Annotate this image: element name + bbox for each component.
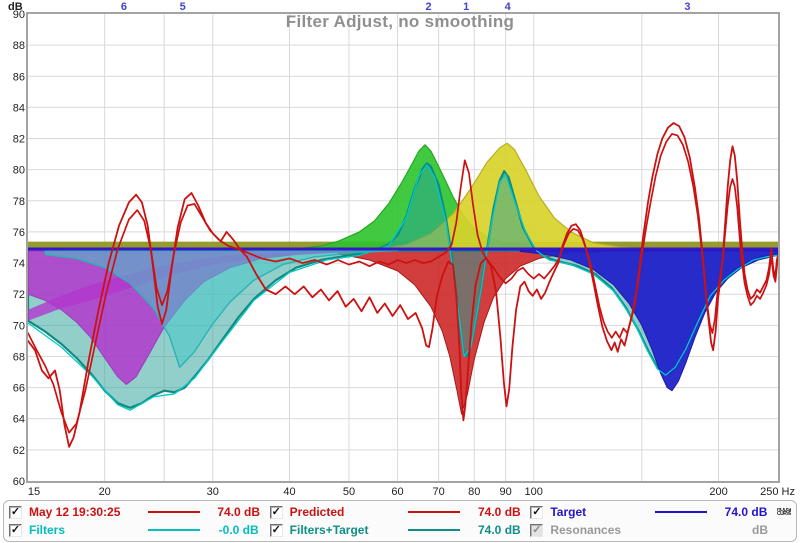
filters-label: Filters: [29, 523, 66, 537]
legend-predicted: ✓ Predicted 74.0 dB: [269, 505, 531, 519]
db-unit-label: dB: [752, 523, 769, 537]
filters-line-swatch: [147, 529, 200, 531]
measurement-line-swatch: [147, 511, 200, 513]
y-axis-unit-label: dB: [8, 1, 23, 13]
x-axis-tick-label: 250 Hz: [760, 486, 795, 498]
y-axis-tick-label: 84: [13, 102, 25, 114]
x-axis-tick-label: 70: [433, 486, 445, 498]
target-checkbox[interactable]: ✓: [530, 505, 544, 519]
y-axis-tick-label: 74: [13, 258, 25, 270]
predicted-line-swatch: [408, 511, 461, 513]
filters-target-line-swatch: [408, 529, 461, 531]
filters-level-value: -0.0 dB: [218, 523, 259, 537]
plot-border: [26, 12, 780, 483]
y-axis-tick-label: 86: [13, 71, 25, 83]
predicted-label: Predicted: [289, 505, 345, 519]
y-axis-tick-label: 80: [13, 165, 25, 177]
filters-target-label: Filters+Target: [289, 523, 369, 537]
legend-measurement: ✓ May 12 19:30:25 74.0 dB: [9, 505, 270, 519]
legend-panel: ✓ May 12 19:30:25 74.0 dB ✓ Predicted 74…: [3, 500, 797, 542]
x-axis-tick-label: 50: [343, 486, 355, 498]
legend-row-1: ✓ May 12 19:30:25 74.0 dB ✓ Predicted 74…: [9, 505, 791, 519]
target-line-swatch: [655, 511, 708, 513]
legend-filters-target: ✓ Filters+Target 74.0 dB: [269, 523, 531, 537]
resonances-swatch-empty: [669, 529, 721, 531]
legend-filters: ✓ Filters -0.0 dB: [9, 523, 270, 537]
x-axis-tick-label: 90: [500, 486, 512, 498]
predicted-level-value: 74.0 dB: [478, 505, 521, 519]
filter-adjust-chart: dB 90 88 86 84 82 80 78 76 74 72 70 68 66 64 62 60 15 20 30…: [0, 0, 800, 499]
y-axis-tick-label: 66: [13, 383, 25, 395]
resonances-checkbox[interactable]: ✓: [530, 523, 544, 537]
resonances-label: Resonances: [550, 523, 622, 537]
legend-target: ✓ Target 74.0 dB HOUSE CURVE: [530, 505, 791, 519]
filter-3-cut-fill: [519, 250, 779, 392]
legend-row-2: ✓ Filters -0.0 dB ✓ Filters+Target 74.0 …: [9, 523, 791, 537]
filter-2-marker[interactable]: 2: [425, 1, 431, 13]
x-axis-tick-label: 20: [99, 486, 111, 498]
filter-5-marker[interactable]: 5: [180, 1, 186, 13]
y-axis-tick-label: 60: [13, 476, 25, 488]
y-axis-tick-label: 70: [13, 320, 25, 332]
house-curve-badge: HOUSE CURVE: [777, 508, 792, 516]
x-axis-tick-label: 30: [207, 486, 219, 498]
measurement-label: May 12 19:30:25: [29, 505, 121, 519]
y-axis-tick-label: 88: [13, 40, 25, 52]
measurement-checkbox[interactable]: ✓: [9, 505, 22, 519]
x-axis-tick-label: 200: [709, 486, 727, 498]
filters-checkbox[interactable]: ✓: [9, 523, 22, 537]
measured-line: [27, 122, 779, 448]
y-axis-tick-label: 64: [13, 414, 25, 426]
filter-3-marker[interactable]: 3: [684, 1, 690, 13]
target-level-value: 74.0 dB: [724, 505, 768, 519]
y-axis-tick-label: 68: [13, 351, 25, 363]
x-axis-tick-label: 60: [391, 486, 403, 498]
y-axis-tick-label: 76: [13, 227, 25, 239]
measurement-level-value: 74.0 dB: [217, 505, 261, 519]
x-axis-tick-label: 100: [525, 486, 543, 498]
y-axis-tick-label: 82: [13, 134, 25, 146]
filters-target-level-value: 74.0 dB: [478, 523, 521, 537]
x-axis-tick-label: 40: [283, 486, 295, 498]
predicted-checkbox[interactable]: ✓: [269, 505, 283, 519]
filter-6-marker[interactable]: 6: [121, 1, 127, 13]
x-axis-tick-label: 80: [468, 486, 480, 498]
x-axis-tick-label: 15: [28, 486, 40, 498]
y-axis-tick-label: 78: [13, 196, 25, 208]
legend-resonances: ✓ Resonances dB: [530, 523, 791, 537]
filters-target-checkbox[interactable]: ✓: [269, 523, 283, 537]
target-label: Target: [550, 505, 587, 519]
chart-title: Filter Adjust, no smoothing: [285, 12, 515, 31]
y-axis-tick-label: 72: [13, 289, 25, 301]
y-axis-tick-label: 62: [13, 445, 25, 457]
filter-5-cut-fill: [44, 249, 399, 369]
filter-4-marker[interactable]: 4: [505, 1, 512, 13]
filter-1-marker[interactable]: 1: [463, 1, 469, 13]
y-axis-tick-label: 90: [13, 9, 25, 21]
